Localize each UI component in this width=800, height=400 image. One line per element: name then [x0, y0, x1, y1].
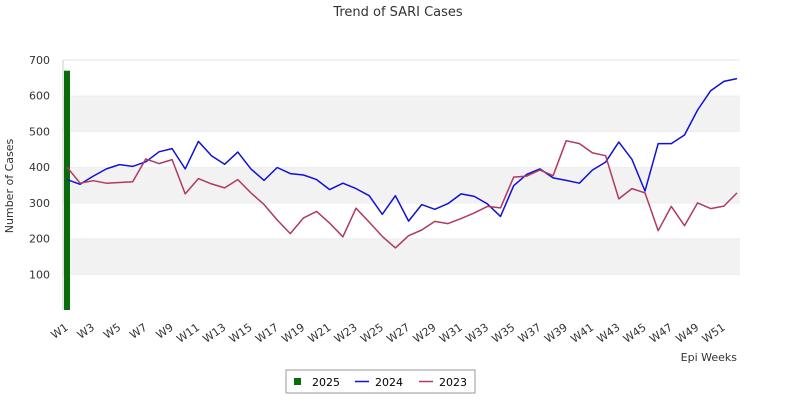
y-tick-label: 300: [29, 197, 50, 210]
grid-band: [63, 60, 740, 96]
x-tick-label: W39: [542, 321, 570, 346]
legend-label-2023: 2023: [439, 376, 467, 389]
x-tick-label: W49: [673, 321, 701, 346]
x-tick-label: W21: [306, 321, 334, 346]
legend: 2025 2024 2023: [285, 369, 476, 394]
y-tick-label: 200: [29, 233, 50, 246]
x-tick-label: W35: [490, 321, 518, 346]
y-axis-label: Number of Cases: [3, 139, 16, 234]
x-tick-label: W41: [568, 321, 596, 346]
x-tick-label: W43: [595, 321, 623, 346]
x-tick-label: W13: [201, 321, 229, 346]
y-tick-label: 500: [29, 125, 50, 138]
grid-band: [63, 167, 740, 203]
plot-grid-bands: [63, 59, 740, 310]
x-tick-label: W27: [384, 321, 412, 346]
line-series-group: [66, 77, 738, 249]
x-tick-label: W29: [411, 321, 439, 346]
legend-label-2025: 2025: [312, 376, 340, 389]
x-tick-label: W17: [253, 321, 281, 346]
x-axis-ticks: W1 W3 W5 W7 W9W11W13W15W17W19W21W23W25W27W29…: [49, 321, 728, 346]
x-tick-label: W5: [101, 321, 123, 342]
y-tick-label: 600: [29, 90, 50, 103]
legend-box: [285, 369, 476, 394]
x-tick-label: W15: [227, 321, 255, 346]
bar-series-2025: [64, 70, 70, 310]
x-tick-label: W25: [358, 321, 386, 346]
y-tick-label: 700: [29, 54, 50, 67]
line-series-2023: [66, 139, 738, 249]
x-tick-label: W37: [516, 321, 544, 346]
x-tick-label: W19: [279, 321, 307, 346]
x-tick-label: W7: [127, 321, 149, 342]
x-tick-label: W1: [49, 321, 71, 342]
legend-label-2024: 2024: [375, 376, 403, 389]
chart-title: Trend of SARI Cases: [332, 5, 463, 20]
x-axis-label: Epi Weeks: [681, 351, 738, 364]
x-tick-label: W3: [75, 321, 97, 342]
y-tick-label: 400: [29, 161, 50, 174]
y-tick-label: 100: [29, 268, 50, 281]
x-tick-label: W31: [437, 321, 465, 346]
bar-2025-W1: [64, 70, 70, 310]
x-tick-label: W33: [463, 321, 491, 346]
x-tick-label: W47: [647, 321, 675, 346]
grid-band: [63, 274, 740, 310]
x-tick-label: W11: [174, 321, 202, 346]
x-tick-label: W23: [332, 321, 360, 346]
y-axis-ticks: 100 200 300 400 500 600 700: [29, 54, 50, 281]
legend-swatch-2025: [294, 378, 301, 385]
x-tick-label: W9: [154, 321, 176, 342]
grid-band: [63, 131, 740, 168]
x-tick-label: W51: [700, 321, 728, 346]
line-series-2024: [66, 77, 738, 222]
x-tick-label: W45: [621, 321, 649, 346]
grid-band: [63, 95, 740, 132]
grid-band: [63, 238, 740, 275]
